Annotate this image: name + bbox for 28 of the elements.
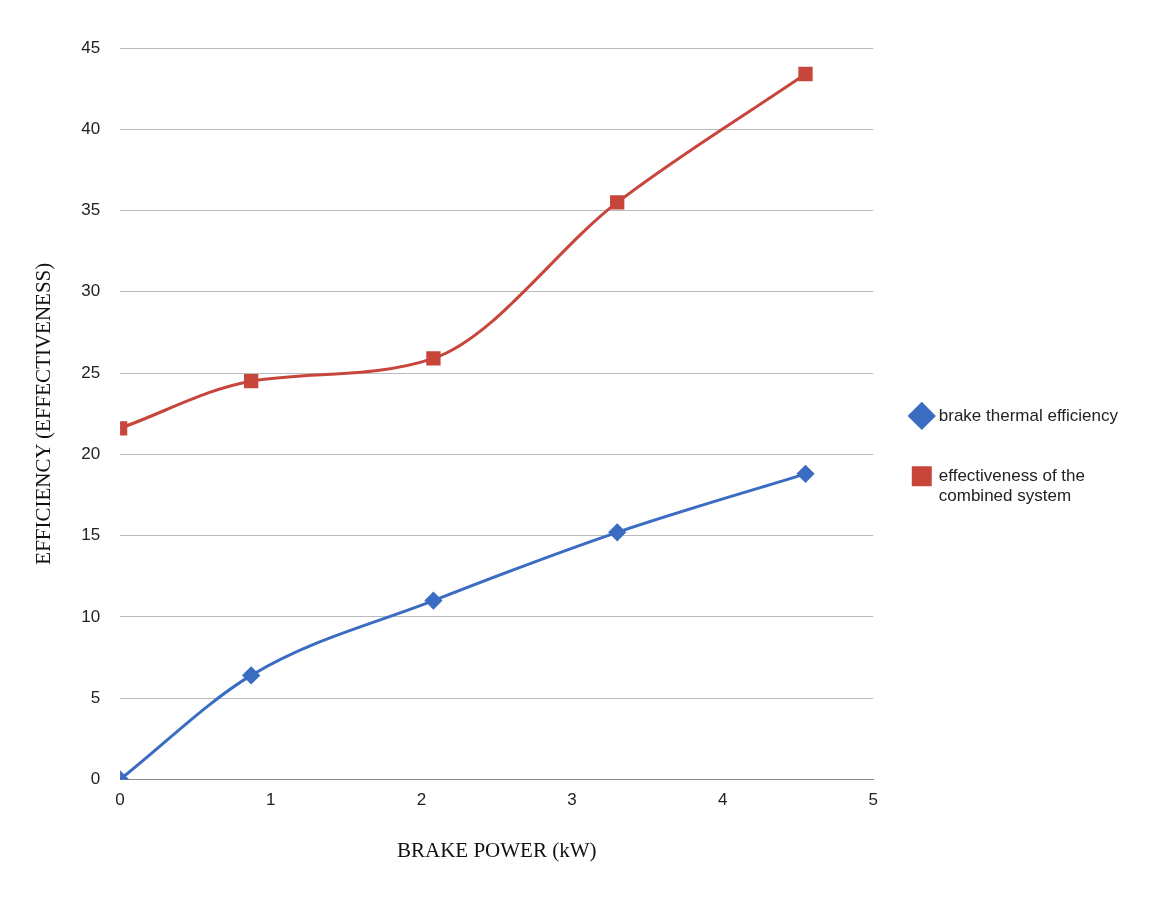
x-axis-title: BRAKE POWER (kW) — [396, 837, 597, 862]
y-tick-label: 30 — [81, 281, 101, 301]
point — [798, 66, 813, 82]
x-tick-label: 3 — [567, 790, 577, 810]
legend-label: brake thermal efficiency — [938, 405, 1119, 425]
y-tick-label: 45 — [81, 37, 101, 57]
y-tick-label: 35 — [81, 200, 101, 220]
x-tick-label: 1 — [266, 790, 276, 810]
y-tick-label: 15 — [81, 525, 101, 545]
point — [244, 374, 259, 389]
y-tick-label: 40 — [81, 118, 101, 138]
y-tick-label: 25 — [81, 362, 101, 382]
point — [610, 195, 625, 210]
point — [797, 465, 814, 483]
x-tick-label: 0 — [115, 790, 125, 810]
x-tick-label: 2 — [416, 790, 427, 810]
point — [426, 351, 441, 366]
y-tick-label: 5 — [90, 687, 101, 707]
point — [424, 592, 442, 610]
point — [608, 523, 626, 541]
y-axis-title: EFFICIENCY (EFFECTIVENESS) — [31, 262, 56, 565]
y-tick-label: 0 — [90, 769, 101, 789]
legend-label: effectiveness of the combined system — [938, 465, 1085, 506]
x-tick-label: 4 — [717, 790, 728, 810]
x-tick-label: 5 — [868, 790, 879, 810]
y-tick-label: 10 — [81, 606, 101, 626]
y-tick-label: 20 — [81, 444, 101, 464]
point — [242, 666, 260, 684]
